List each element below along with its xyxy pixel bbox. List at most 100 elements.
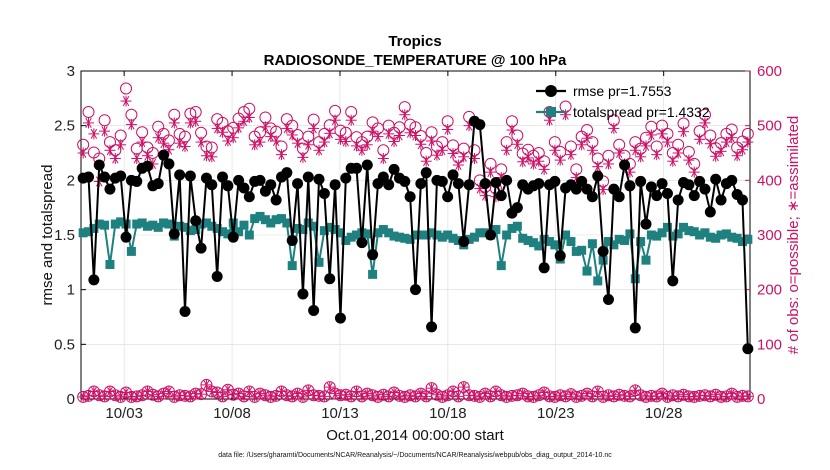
obs-assimilated-marker <box>104 144 116 156</box>
rmse-point <box>619 159 631 171</box>
rmse-point <box>538 262 550 274</box>
obs-assimilated-bottom-marker <box>330 388 341 399</box>
obs-assimilated-marker <box>265 131 277 143</box>
rmse-point <box>265 179 277 191</box>
totalspread-point <box>400 233 410 243</box>
totalspread-point <box>609 240 619 250</box>
totalspread-series <box>78 211 753 286</box>
rmse-point <box>286 234 298 246</box>
obs-assimilated-bottom-marker <box>399 391 410 402</box>
obs-assimilated-bottom-marker <box>351 386 362 397</box>
totalspread-point <box>507 223 517 233</box>
totalspread-point <box>662 222 672 232</box>
obs-assimilated-bottom-marker <box>555 390 566 401</box>
y-tick-label: 0.5 <box>54 336 75 353</box>
obs-assimilated-bottom-marker <box>646 390 657 401</box>
totalspread-point <box>443 230 453 240</box>
obs-assimilated-bottom-marker <box>683 391 694 402</box>
rmse-point <box>635 175 647 187</box>
rmse-point <box>586 191 598 203</box>
rmse-point <box>699 183 711 195</box>
y-right-tick-label: 100 <box>757 336 782 353</box>
obs-assimilated-marker <box>694 133 706 145</box>
obs-assimilated-marker <box>377 152 389 164</box>
rmse-point <box>672 194 684 206</box>
obs-assimilated-bottom-marker <box>490 386 501 397</box>
rmse-point <box>742 343 754 355</box>
legend-totalspread-marker <box>546 107 556 117</box>
obs-assimilated-bottom-marker <box>158 388 169 399</box>
obs-assimilated-bottom-marker <box>448 386 459 397</box>
obs-assimilated-marker <box>367 125 379 137</box>
rmse-point <box>195 242 207 254</box>
obs-assimilated-marker <box>286 129 298 141</box>
obs-assimilated-bottom-marker <box>394 390 405 401</box>
obs-assimilated-marker <box>120 95 132 107</box>
rmse-point <box>388 163 400 175</box>
rmse-point <box>442 191 454 203</box>
totalspread-point <box>260 215 270 225</box>
rmse-point <box>415 178 427 190</box>
obs-assimilated-bottom-marker <box>603 390 614 401</box>
obs-assimilated-bottom-marker <box>464 390 475 401</box>
rmse-point <box>329 179 341 191</box>
rmse-point <box>511 202 523 214</box>
obs-assimilated-bottom-marker <box>426 383 437 394</box>
rmse-point <box>715 194 727 206</box>
obs-assimilated-bottom-marker <box>222 384 233 395</box>
obs-assimilated-marker <box>131 152 143 164</box>
obs-assimilated-marker <box>485 166 497 178</box>
obs-assimilated-marker <box>538 163 550 175</box>
totalspread-point <box>180 222 190 232</box>
obs-assimilated-bottom-marker <box>640 391 651 402</box>
obs-assimilated-bottom-marker <box>378 389 389 400</box>
obs-assimilated-bottom-marker <box>587 391 598 402</box>
obs-assimilated-marker <box>345 114 357 126</box>
rmse-point <box>576 175 588 187</box>
rmse-point <box>479 178 491 190</box>
totalspread-point <box>684 226 694 236</box>
obs-assimilated-bottom-marker <box>383 391 394 402</box>
totalspread-point <box>539 234 549 244</box>
obs-assimilated-marker <box>608 122 620 134</box>
obs-assimilated-bottom-marker <box>180 390 191 401</box>
obs-assimilated-bottom-marker <box>453 391 464 402</box>
obs-assimilated-marker <box>742 136 754 148</box>
rmse-point <box>184 170 196 182</box>
obs-assimilated-bottom-marker <box>190 388 201 399</box>
totalspread-point <box>652 231 662 241</box>
obs-assimilated-bottom-marker <box>196 389 207 400</box>
totalspread-point <box>218 227 228 237</box>
obs-assimilated-bottom-marker <box>319 391 330 402</box>
rmse-point <box>495 190 507 202</box>
rmse-point <box>458 236 470 248</box>
obs-assimilated-marker <box>667 155 679 167</box>
totalspread-point <box>491 225 501 235</box>
obs-assimilated-bottom-marker <box>710 389 721 400</box>
rmse-point <box>704 206 716 218</box>
totalspread-point <box>212 223 222 233</box>
obs-assimilated-bottom-marker <box>716 391 727 402</box>
totalspread-point <box>185 226 195 236</box>
obs-assimilated-marker <box>431 149 443 161</box>
rmse-point <box>490 177 502 189</box>
obs-assimilated-bottom-marker <box>99 391 110 402</box>
obs-assimilated-marker <box>115 139 127 151</box>
totalspread-point <box>716 230 726 240</box>
totalspread-point <box>287 261 297 271</box>
totalspread-point <box>196 219 206 229</box>
totalspread-point <box>550 240 560 250</box>
totalspread-point <box>534 241 544 251</box>
y-right-tick-label: 0 <box>757 391 765 408</box>
obs-assimilated-marker <box>125 119 137 131</box>
obs-assimilated-marker <box>613 147 625 159</box>
obs-assimilated-marker <box>83 117 95 129</box>
rmse-point <box>554 250 566 262</box>
rmse-point <box>533 178 545 190</box>
y-tick-label: 1 <box>67 282 75 299</box>
obs-assimilated-bottom-marker <box>737 390 748 401</box>
rmse-point <box>222 180 234 192</box>
y-axis-left-ticks: 0 0.5 1 1.5 2 2.5 3 <box>54 63 86 408</box>
y-tick-label: 0 <box>67 391 75 408</box>
